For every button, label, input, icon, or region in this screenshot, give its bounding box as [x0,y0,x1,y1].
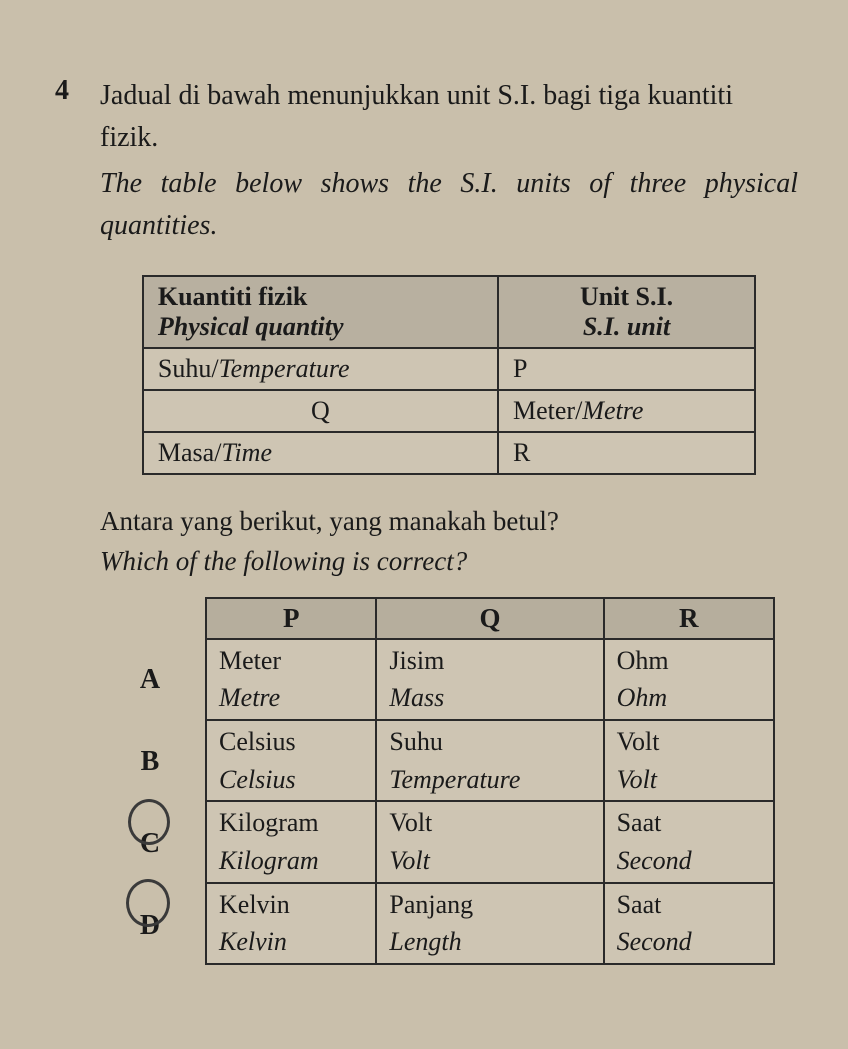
table-row: Suhu/Temperature P [143,348,755,390]
si-units-table: Kuantiti fizik Physical quantity Unit S.… [142,275,756,475]
table-row: KelvinKelvin PanjangLength SaatSecond [206,883,774,964]
table-header-row: P Q R [206,598,774,639]
table-row: Q Meter/Metre [143,390,755,432]
table-row: CelsiusCelsius SuhuTemperature VoltVolt [206,720,774,801]
options-table: P Q R MeterMetre JisimMass OhmOhm Celsiu… [205,597,775,966]
cell-p: KilogramKilogram [206,801,376,882]
cell-p: CelsiusCelsius [206,720,376,801]
sub-question-malay: Antara yang berikut, yang manakah betul? [100,503,798,541]
option-label-a: A [130,639,170,721]
sub-question-english: Which of the following is correct? [100,543,798,581]
cell-q: PanjangLength [376,883,603,964]
pen-circle-icon [128,799,170,845]
cell-r: VoltVolt [604,720,774,801]
table-row: KilogramKilogram VoltVolt SaatSecond [206,801,774,882]
cell-q: SuhuTemperature [376,720,603,801]
header-p: P [206,598,376,639]
table-row: MeterMetre JisimMass OhmOhm [206,639,774,720]
cell-q: JisimMass [376,639,603,720]
option-label-c: C [130,803,170,885]
header-quantity: Kuantiti fizik Physical quantity [143,276,498,348]
header-unit-en: S.I. unit [583,312,670,341]
header-quantity-ms: Kuantiti fizik [158,282,308,311]
cell-r: SaatSecond [604,883,774,964]
cell-q: VoltVolt [376,801,603,882]
cell-unit: P [498,348,755,390]
cell-p: MeterMetre [206,639,376,720]
cell-unit: Meter/Metre [498,390,755,432]
table-row: Masa/Time R [143,432,755,474]
cell-r: OhmOhm [604,639,774,720]
header-unit-ms: Unit S.I. [580,282,673,311]
options-wrapper: A B C D P Q R MeterMetre JisimMass [130,597,798,994]
question-text-english: The table below shows the S.I. units of … [100,163,798,247]
cell-quantity: Suhu/Temperature [143,348,498,390]
header-unit: Unit S.I. S.I. unit [498,276,755,348]
option-label-b: B [130,721,170,803]
header-r: R [604,598,774,639]
option-labels-column: A B C D [130,639,170,967]
pen-circle-icon [126,879,170,927]
cell-p: KelvinKelvin [206,883,376,964]
question-number: 4 [55,75,69,107]
cell-quantity: Masa/Time [143,432,498,474]
question-text-malay: Jadual di bawah menunjukkan unit S.I. ba… [100,75,798,159]
header-quantity-en: Physical quantity [158,312,344,341]
cell-quantity: Q [143,390,498,432]
option-label-d: D [130,885,170,967]
table-header-row: Kuantiti fizik Physical quantity Unit S.… [143,276,755,348]
question-container: 4 Jadual di bawah menunjukkan unit S.I. … [100,75,798,993]
cell-r: SaatSecond [604,801,774,882]
header-q: Q [376,598,603,639]
cell-unit: R [498,432,755,474]
